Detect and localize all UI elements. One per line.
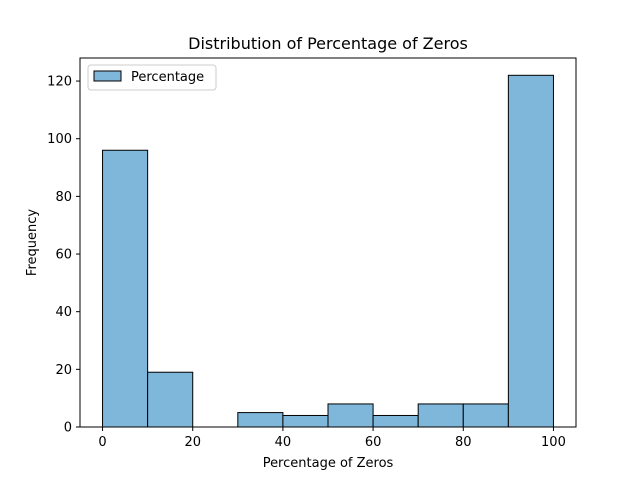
y-ticks: 0 20 40 60 80 100 120	[47, 75, 80, 436]
x-tick-label: 0	[98, 435, 106, 450]
y-tick-label: 0	[64, 421, 72, 436]
histogram-bar	[417, 403, 464, 428]
legend: Percentage	[87, 64, 217, 91]
histogram-bar	[507, 74, 554, 428]
y-tick-label: 40	[55, 305, 72, 320]
x-tick-label: 20	[184, 435, 201, 450]
y-tick-label: 100	[47, 132, 72, 147]
x-tick-label: 60	[365, 435, 382, 450]
histogram-bar	[237, 412, 284, 428]
histogram-bar	[102, 149, 149, 428]
y-tick-label: 60	[55, 248, 72, 263]
y-tick-label: 80	[55, 190, 72, 205]
y-axis-label: Frequency	[25, 209, 40, 276]
x-tick-label: 80	[455, 435, 472, 450]
x-tick-label: 100	[541, 435, 566, 450]
histogram-bar	[147, 371, 194, 428]
x-axis-label: Percentage of Zeros	[263, 456, 394, 471]
axes: 0 20 40 60 80 100 0 20 40 60 80 100 120	[47, 57, 577, 450]
y-tick-label: 120	[47, 75, 72, 90]
y-tick-label: 20	[55, 363, 72, 378]
histogram-bar	[372, 414, 419, 428]
x-tick-label: 40	[275, 435, 292, 450]
histogram-bars	[102, 74, 554, 428]
histogram-bar	[327, 403, 374, 428]
histogram-bar	[462, 403, 509, 428]
legend-swatch	[93, 70, 122, 82]
axes-frame	[79, 57, 577, 428]
legend-label: Percentage	[131, 70, 204, 85]
chart-title: Distribution of Percentage of Zeros	[188, 34, 468, 53]
x-ticks: 0 20 40 60 80 100	[98, 427, 566, 450]
histogram-bar	[282, 414, 329, 428]
